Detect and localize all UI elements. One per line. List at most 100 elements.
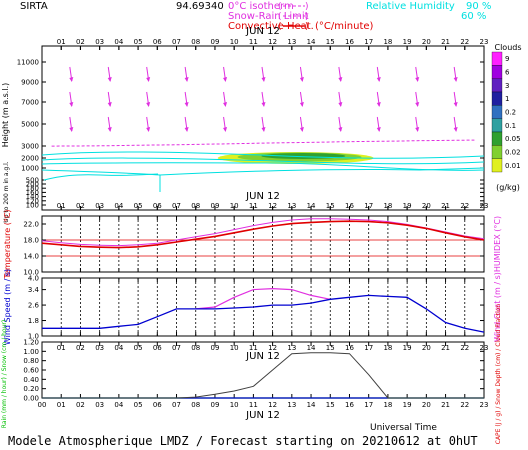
colorbar-swatch [491, 65, 503, 79]
temperature-panel: 10.0 14.0 18.0 22.0 Temperature (°C) HUMIDEX … [3, 209, 502, 279]
svg-text:(: ( [278, 12, 282, 22]
legend-isotherm-swatch: ( ) [278, 2, 309, 12]
wind-arrowhead [261, 77, 266, 82]
svg-text:): ) [305, 12, 309, 22]
wind-arrowhead [184, 77, 189, 82]
precipitation-xtick-label: 14 [307, 344, 316, 352]
precipitation-xtick-bottom-label: 20 [422, 401, 431, 409]
clouds-xtick-label: 23 [480, 38, 489, 46]
wind-arrowhead [223, 77, 228, 82]
precipitation-xtick-label: 02 [76, 344, 85, 352]
clouds-xtick-label: 12 [268, 38, 277, 46]
precipitation-ytick-label: 1.00 [23, 348, 39, 356]
precipitation-xtick-label: 03 [95, 344, 104, 352]
wind-ytick-label: 1.0 [28, 333, 39, 341]
clouds-ytick-label: 500 [26, 177, 39, 185]
precipitation-ytick-label: 0.80 [23, 357, 39, 365]
colorbar-tick: 0.05 [505, 135, 521, 143]
wind-arrowhead [453, 102, 458, 107]
precipitation-xtick-label: 22 [460, 344, 469, 352]
clouds-ytick-label: 7000 [21, 99, 39, 107]
legend-isotherm: 0°C isotherm [228, 1, 294, 12]
clouds-xtick-label: 02 [76, 38, 85, 46]
wind-arrowhead [261, 127, 266, 132]
wind-arrowhead [415, 102, 420, 107]
colorbar-tick: 1 [505, 95, 509, 103]
temperature-ytick-label: 10.0 [23, 269, 39, 277]
clouds-lower-xtick-label: 20 [422, 202, 431, 210]
rh-contour [43, 173, 159, 181]
svg-text:): ) [305, 22, 309, 32]
precipitation-xtick-label: 11 [249, 344, 258, 352]
precipitation-xtick-label: 21 [441, 344, 450, 352]
clouds-xtick-label: 22 [460, 38, 469, 46]
precipitation-xtick-bottom-label: 03 [95, 401, 104, 409]
wind-arrowhead [376, 102, 381, 107]
precipitation-xtick-label: 23 [480, 344, 489, 352]
wind-arrowhead [261, 102, 266, 107]
wind-arrowhead [376, 77, 381, 82]
clouds-xtick-label: 16 [345, 38, 354, 46]
rh-contour [41, 157, 485, 165]
rh-contour [41, 162, 485, 171]
clouds-lower-xtick-label: 12 [268, 202, 277, 210]
clouds-xtick-label: 17 [364, 38, 373, 46]
clouds-lower-xtick-label: 11 [249, 202, 258, 210]
colorbar-swatch [491, 158, 503, 173]
clouds-xtick-label: 09 [210, 38, 219, 46]
clouds-ytick-label: 11000 [17, 59, 39, 67]
colorbar-tick: 3 [505, 82, 509, 90]
wind-arrowhead [415, 77, 420, 82]
wind-arrowhead [69, 77, 74, 82]
wind-arrowhead [415, 127, 420, 132]
wind-arrowhead [107, 77, 112, 82]
precipitation-xtick-label: 07 [172, 344, 181, 352]
clouds-lower-xtick-label: 10 [230, 202, 239, 210]
precipitation-xtick-bottom-label: 19 [403, 401, 412, 409]
svg-text:(: ( [278, 2, 282, 12]
wind-arrowhead [184, 102, 189, 107]
clouds-xtick-label: 04 [114, 38, 123, 46]
wind-ytick-label: 3.4 [28, 286, 40, 294]
forecast-caption: Modele Atmospherique LMDZ / Forecast sta… [8, 434, 478, 448]
precipitation-xtick-label: 18 [383, 344, 392, 352]
precipitation-panel: 01 02 03 04 05 06 07 08 09 10 11 12 13 14 15 16 17 18 19 20… [1, 304, 502, 445]
precipitation-xtick-label: 04 [114, 344, 123, 352]
precipitation-xtick-bottom-label: 16 [345, 401, 354, 409]
precipitation-xtick-bottom-label: 13 [287, 401, 296, 409]
rh-contour [41, 151, 485, 159]
colorbar-tick: 0.2 [505, 109, 516, 117]
precipitation-ytick-label: 0.40 [23, 376, 39, 384]
wind-panel-frame [41, 277, 485, 337]
temperature-ylabel: Temperature (°C) [3, 209, 12, 279]
clouds-xtick-label: 08 [191, 38, 200, 46]
clouds-lower-xtick-label: 08 [191, 202, 200, 210]
wind-arrowhead [146, 77, 151, 82]
legend-convective-unit: (°C/minute) [315, 21, 374, 32]
precipitation-xtick-bottom-label: 04 [114, 401, 123, 409]
wind-gust-line [195, 287, 331, 310]
precipitation-xtick-bottom-label: 05 [134, 401, 143, 409]
wind-arrowhead [299, 77, 304, 82]
svg-text:): ) [305, 2, 309, 12]
precipitation-date-label: JUN 12 [245, 351, 280, 362]
colorbar-swatch [491, 131, 503, 146]
clouds-xtick-label: 03 [95, 38, 104, 46]
legend-rh-90: 90 % [466, 1, 491, 12]
wind-gust-ylabel: Wind Gust (m / s) [493, 272, 502, 342]
clouds-lower-xtick-label: 15 [326, 202, 335, 210]
precipitation-xtick-label: 17 [364, 344, 373, 352]
colorbar-tick: 0.02 [505, 149, 521, 157]
wind-arrowhead [299, 102, 304, 107]
clouds-ytick-label: 1000 [21, 165, 39, 173]
clouds-xtick-label: 06 [153, 38, 162, 46]
precipitation-xtick-bottom-label: 08 [191, 401, 200, 409]
clouds-ytick-label: 3000 [21, 143, 39, 151]
wind-ytick-label: 2.6 [28, 302, 40, 310]
clouds-ytick-label: 9000 [21, 79, 39, 87]
colorbar-swatch [491, 145, 503, 159]
wind-arrowhead [453, 127, 458, 132]
colorbar-title: Clouds [494, 43, 521, 52]
legend-snow: Snow-Rain Limit [228, 11, 309, 22]
clouds-xtick-label: 05 [134, 38, 143, 46]
